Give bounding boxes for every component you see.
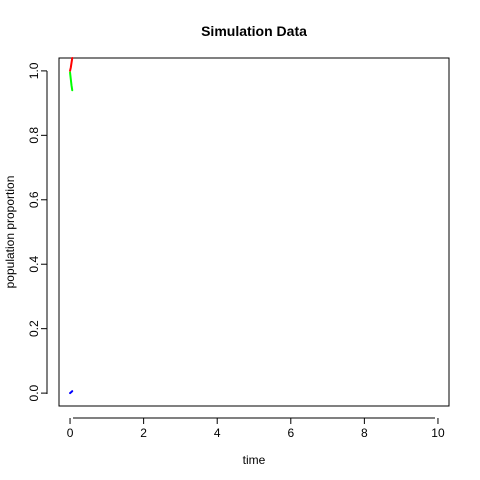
- x-tick-label: 0: [67, 426, 74, 440]
- y-tick-label: 0.4: [27, 256, 41, 273]
- x-tick-label: 8: [361, 426, 368, 440]
- y-tick-label: 1.0: [27, 62, 41, 79]
- series-layer: [69, 57, 74, 395]
- x-axis-label: time: [243, 453, 266, 467]
- y-tick-label: 0.8: [27, 127, 41, 144]
- x-axis: 0 2 4 6 8 10: [67, 417, 445, 440]
- series-line: [69, 390, 74, 395]
- y-tick-label: 0.0: [27, 384, 41, 401]
- series-line: [69, 57, 74, 72]
- y-axis-label: population proportion: [3, 176, 17, 289]
- plot-frame: [58, 57, 450, 407]
- x-tick-label: 10: [431, 426, 445, 440]
- y-axis: 0.0 0.2 0.4 0.6 0.8 1.0: [27, 62, 48, 401]
- x-tick-label: 2: [140, 426, 147, 440]
- chart-title: Simulation Data: [201, 23, 307, 39]
- x-tick-label: 4: [214, 426, 221, 440]
- y-tick-label: 0.6: [27, 191, 41, 208]
- y-tick-label: 0.2: [27, 320, 41, 337]
- series-line: [69, 71, 74, 92]
- x-tick-label: 6: [287, 426, 294, 440]
